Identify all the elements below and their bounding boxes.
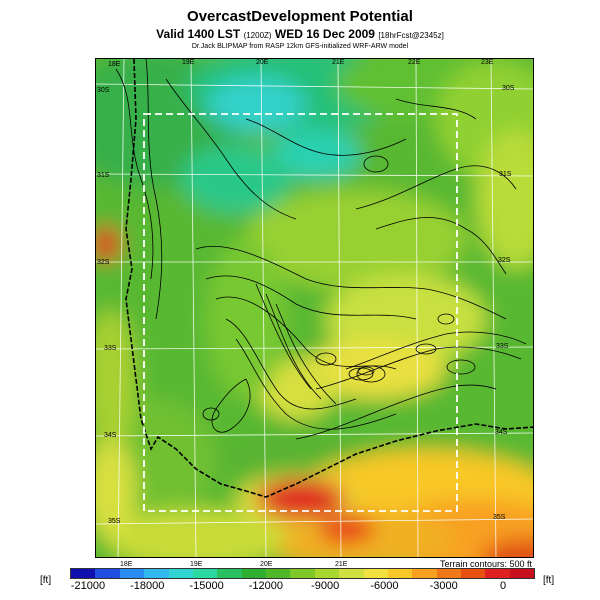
- lon-label-top: 22E: [408, 59, 421, 66]
- colorbar-tick-label: -3000: [429, 580, 458, 592]
- colorbar-segment: [314, 569, 340, 578]
- map-field: [96, 59, 533, 557]
- lat-label-left: 30S: [97, 87, 110, 94]
- lon-label-top: 19E: [182, 59, 195, 66]
- map-title: OvercastDevelopment Potential: [187, 8, 413, 25]
- coastline: [125, 59, 533, 498]
- colorbar-segment: [95, 569, 120, 578]
- run-info: [18hrFcst@2345z]: [378, 31, 444, 40]
- lon-label-bottom: 18E: [120, 561, 133, 568]
- lon-label-bottom: 21E: [335, 561, 348, 568]
- colorbar-tick-label: -18000: [130, 580, 165, 592]
- lat-label-right: 32S: [498, 257, 511, 264]
- inner-domain-box: [143, 113, 458, 512]
- lat-label-left: 31S: [97, 172, 110, 179]
- colorbar-tick-label: -21000: [70, 580, 106, 592]
- lat-label-right: 30S: [502, 85, 515, 92]
- colorbar-segment: [71, 569, 96, 578]
- valid-time-line: Valid 1400 LST (1200Z) WED 16 Dec 2009 […: [0, 27, 600, 41]
- terrain-contours: [115, 59, 527, 440]
- model-credit: Dr.Jack BLIPMAP from RASP 12km GFS-initi…: [191, 43, 409, 50]
- lat-lon-grid: [96, 59, 533, 557]
- colorbar-segment: [387, 569, 413, 578]
- colorbar: [70, 568, 535, 579]
- colorbar-tick-label: 0: [499, 580, 507, 592]
- lat-label-right: 33S: [496, 343, 509, 350]
- terrain-contour-note: Terrain contours: 500 ft: [439, 559, 532, 569]
- colorbar-unit-left: [ft]: [40, 575, 52, 586]
- colorbar-segment: [217, 569, 242, 578]
- lon-label-top: 20E: [256, 59, 269, 66]
- lon-label-top: 23E: [481, 59, 494, 66]
- lat-label-left: 33S: [104, 345, 117, 352]
- colorbar-segment: [241, 569, 266, 578]
- lat-label-right: 34S: [495, 429, 508, 436]
- colorbar-segment: [168, 569, 193, 578]
- colorbar-segment: [266, 569, 291, 578]
- lon-label-top: 21E: [332, 59, 345, 66]
- colorbar-segment: [363, 569, 388, 578]
- colorbar-segment: [436, 569, 461, 578]
- colorbar-segment: [192, 569, 218, 578]
- colorbar-tick-label: -12000: [248, 580, 283, 592]
- colorbar-segment: [119, 569, 145, 578]
- lat-label-left: 32S: [97, 259, 110, 266]
- lat-label-left: 34S: [104, 432, 117, 439]
- colorbar-segment: [485, 569, 510, 578]
- lat-label-left: 35S: [108, 518, 121, 525]
- colorbar-segment: [339, 569, 364, 578]
- overcast-potential-field: [96, 59, 533, 557]
- colorbar-segment: [290, 569, 315, 578]
- valid-prefix: Valid 1400 LST: [156, 27, 241, 41]
- lat-label-right: 35S: [493, 514, 506, 521]
- valid-date: WED 16 Dec 2009: [274, 27, 375, 41]
- valid-code: (1200Z): [243, 31, 272, 40]
- forecast-map: 18E 19E 20E 21E 22E 23E 30S 31S 32S 33S …: [95, 58, 534, 558]
- lat-label-right: 31S: [499, 171, 512, 178]
- colorbar-tick-label: -6000: [370, 580, 399, 592]
- lon-label-top: 18E: [108, 61, 121, 68]
- colorbar-segment: [461, 569, 486, 578]
- colorbar-segment: [144, 569, 169, 578]
- colorbar-segment: [509, 569, 535, 578]
- lon-label-bottom: 19E: [190, 561, 203, 568]
- colorbar-unit-right: [ft]: [543, 575, 555, 586]
- lon-label-bottom: 20E: [260, 561, 273, 568]
- colorbar-tick-label: -9000: [311, 580, 340, 592]
- colorbar-segment: [412, 569, 437, 578]
- colorbar-tick-label: -15000: [189, 580, 224, 592]
